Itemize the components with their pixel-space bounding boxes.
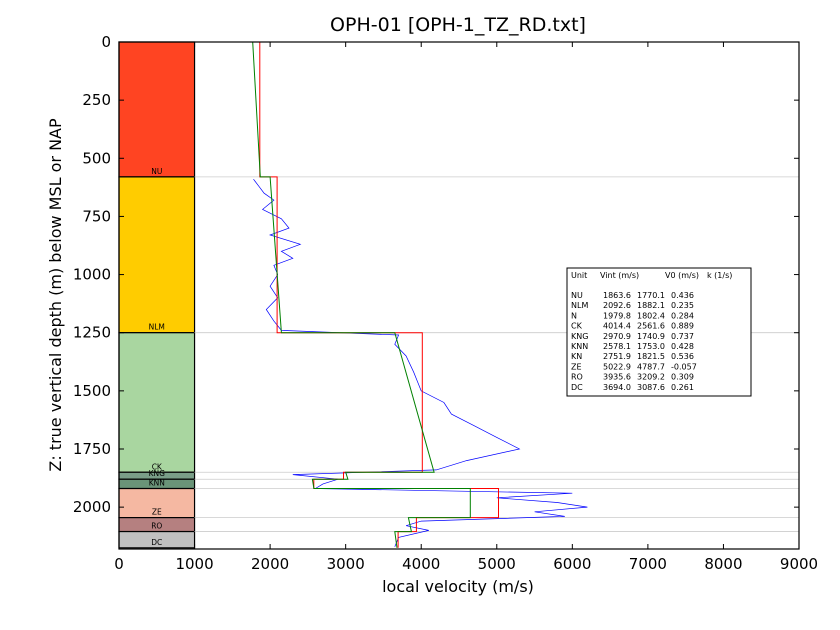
table-row: ZE 5022.9 4787.7 -0.057 bbox=[571, 362, 697, 371]
table-cell: KNN bbox=[571, 342, 588, 351]
table-cell: KNG bbox=[571, 332, 588, 341]
table-row: DC 3694.0 3087.6 0.261 bbox=[571, 383, 694, 392]
x-tick-label: 5000 bbox=[478, 555, 516, 573]
y-tick-label: 1750 bbox=[73, 440, 111, 458]
table-row: CK 4014.4 2561.6 0.889 bbox=[571, 322, 694, 331]
unit-label-knn: KNN bbox=[149, 479, 165, 488]
unit-band-ze bbox=[118, 487, 196, 519]
unit-band-nlm bbox=[118, 176, 196, 334]
table-cell: 0.436 bbox=[671, 291, 694, 300]
table-cell: 2751.9 bbox=[603, 352, 631, 361]
table-cell: 1740.9 bbox=[637, 332, 665, 341]
table-cell: CK bbox=[571, 322, 583, 331]
table-cell: 4787.7 bbox=[637, 362, 665, 371]
x-tick-label: 4000 bbox=[402, 555, 440, 573]
table-cell: 3209.2 bbox=[637, 373, 665, 382]
table-cell: 1802.4 bbox=[637, 311, 665, 320]
y-tick-label: 750 bbox=[82, 207, 111, 225]
table-cell: 4014.4 bbox=[603, 322, 631, 331]
table-cell: 0.737 bbox=[671, 332, 694, 341]
table-cell: 0.889 bbox=[671, 322, 694, 331]
table-cell: 0.284 bbox=[671, 311, 694, 320]
table-row: KN 2751.9 1821.5 0.536 bbox=[571, 352, 694, 361]
y-tick-label: 1250 bbox=[73, 324, 111, 342]
x-tick-label: 2000 bbox=[251, 555, 289, 573]
table-row: KNG 2970.9 1740.9 0.737 bbox=[571, 332, 694, 341]
table-cell: 1979.8 bbox=[603, 311, 631, 320]
x-tick-label: 0 bbox=[114, 555, 124, 573]
table-cell: 0.428 bbox=[671, 342, 694, 351]
table-cell: 0.235 bbox=[671, 301, 694, 310]
x-tick-label: 6000 bbox=[553, 555, 591, 573]
axes: 0 1000 2000 3000 4000 5000 6000 7000 8000 9000 0 25… bbox=[73, 33, 818, 573]
unit-label-nlm: NLM bbox=[149, 323, 165, 332]
unit-label-ro: RO bbox=[151, 522, 162, 531]
table-cell: N bbox=[571, 311, 577, 320]
unit-label-ze: ZE bbox=[152, 508, 162, 517]
table-cell: 2561.6 bbox=[637, 322, 665, 331]
log-velocity-line bbox=[253, 178, 588, 547]
table-row: RO 3935.6 3209.2 0.309 bbox=[571, 373, 694, 382]
y-tick-label: 1000 bbox=[73, 266, 111, 284]
table-cell: NU bbox=[571, 291, 583, 300]
table-cell: 0.309 bbox=[671, 373, 694, 382]
table-cell: KN bbox=[571, 352, 582, 361]
table-cell: RO bbox=[571, 373, 583, 382]
x-axis-title: local velocity (m/s) bbox=[382, 577, 534, 596]
table-cell: 2092.6 bbox=[603, 301, 631, 310]
table-cell: 3087.6 bbox=[637, 383, 665, 392]
table-cell: 1770.1 bbox=[637, 291, 665, 300]
table-cell: 1753.0 bbox=[637, 342, 665, 351]
table-row: NU 1863.6 1770.1 0.436 bbox=[571, 291, 694, 300]
table-row: N 1979.8 1802.4 0.284 bbox=[571, 311, 694, 320]
table-cell: NLM bbox=[571, 301, 588, 310]
table-cell: 1863.6 bbox=[603, 291, 631, 300]
x-tick-label: 3000 bbox=[327, 555, 365, 573]
table-box bbox=[566, 267, 752, 397]
table-header-cell: k (1/s) bbox=[707, 271, 732, 280]
table-cell: 1821.5 bbox=[637, 352, 665, 361]
table-cell: 0.536 bbox=[671, 352, 694, 361]
table-cell: 2970.9 bbox=[603, 332, 631, 341]
x-tick-label: 8000 bbox=[704, 555, 742, 573]
table-row: NLM 2092.6 1882.1 0.235 bbox=[571, 301, 694, 310]
unit-boundary-lines bbox=[194, 176, 799, 532]
table-cell: 2578.1 bbox=[603, 342, 631, 351]
table-header-cell: Vint (m/s) bbox=[600, 271, 639, 280]
table-header-cell: Unit bbox=[571, 271, 587, 280]
table-cell: 1882.1 bbox=[637, 301, 665, 310]
unit-band-nu bbox=[118, 41, 196, 178]
velocity-series bbox=[252, 41, 588, 548]
unit-label-ck: CK bbox=[152, 462, 163, 471]
y-tick-label: 500 bbox=[82, 149, 111, 167]
table-cell: -0.057 bbox=[671, 362, 697, 371]
y-tick-label: 250 bbox=[82, 91, 111, 109]
x-tick-label: 1000 bbox=[175, 555, 213, 573]
unit-label-kng: KNG bbox=[149, 469, 166, 478]
table-header-cell: V0 (m/s) bbox=[665, 271, 699, 280]
x-tick-label: 7000 bbox=[629, 555, 667, 573]
x-tick-label: 9000 bbox=[780, 555, 818, 573]
plot-frame bbox=[118, 41, 800, 550]
y-tick-label: 2000 bbox=[73, 498, 111, 516]
table-cell: 3935.6 bbox=[603, 373, 631, 382]
velocity-parameter-table: Unit Vint (m/s) V0 (m/s) k (1/s) NU 1863.6 177… bbox=[566, 267, 752, 397]
table-cell: 5022.9 bbox=[603, 362, 631, 371]
y-axis-title: Z: true vertical depth (m) below MSL or … bbox=[46, 118, 65, 472]
linear-trend-line bbox=[252, 41, 471, 548]
unit-label-nu: NU bbox=[151, 167, 162, 176]
table-cell: DC bbox=[571, 383, 583, 392]
chart-title: OPH-01 [OPH-1_TZ_RD.txt] bbox=[330, 14, 586, 36]
unit-label-dc: DC bbox=[151, 538, 162, 547]
table-row: KNN 2578.1 1753.0 0.428 bbox=[571, 342, 694, 351]
y-tick-label: 1500 bbox=[73, 382, 111, 400]
table-cell: 0.261 bbox=[671, 383, 694, 392]
y-tick-label: 0 bbox=[101, 33, 111, 51]
unit-band-ck bbox=[118, 332, 196, 473]
table-cell: 3694.0 bbox=[603, 383, 631, 392]
table-cell: ZE bbox=[571, 362, 582, 371]
